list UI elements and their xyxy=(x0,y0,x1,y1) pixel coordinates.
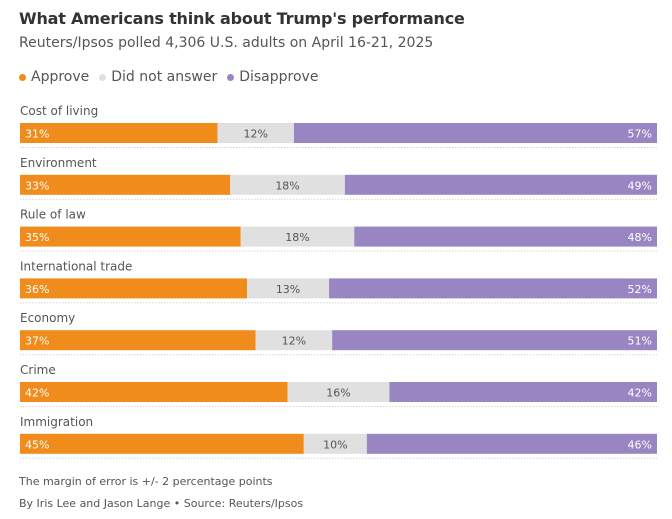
legend-label-did-not-answer: Did not answer xyxy=(111,69,218,85)
legend-dot-disapprove xyxy=(227,73,235,81)
data-label-disapprove-crime: 42% xyxy=(628,387,652,400)
bar-segment-approve-economy xyxy=(20,330,256,351)
legend-dot-approve xyxy=(19,73,26,81)
legend-item-did-not-answer: Did not answer xyxy=(99,69,217,85)
data-label-disapprove-environment: 49% xyxy=(628,179,652,192)
data-label-did-not-answer-environment: 18% xyxy=(275,179,299,192)
bar-segment-disapprove-economy xyxy=(332,330,657,351)
bar-segment-approve-crime xyxy=(20,382,288,402)
bar-segment-disapprove-cost-of-living xyxy=(293,123,657,143)
bar-segment-approve-rule-of-law xyxy=(20,226,241,247)
bar-segment-approve-immigration xyxy=(20,433,304,454)
credit-line: By Iris Lee and Jason Lange • Source: Re… xyxy=(19,497,304,510)
bar-segment-approve-cost-of-living xyxy=(20,123,218,143)
bar-segment-did-not-answer-cost-of-living xyxy=(217,123,294,143)
legend-label-approve: Approve xyxy=(31,69,90,85)
data-label-approve-crime: 42% xyxy=(25,387,49,400)
data-label-disapprove-rule-of-law: 48% xyxy=(628,231,652,244)
data-label-approve-international-trade: 36% xyxy=(25,283,49,296)
legend-item-disapprove: Disapprove xyxy=(227,69,318,85)
category-label-immigration: Immigration xyxy=(20,415,93,429)
legend-label-disapprove: Disapprove xyxy=(239,69,319,85)
bar-segment-disapprove-immigration xyxy=(366,433,657,454)
category-label-international-trade: International trade xyxy=(20,259,132,273)
legend: Approve Did not answer Disapprove xyxy=(19,69,328,85)
data-label-did-not-answer-crime: 16% xyxy=(326,387,350,400)
data-label-did-not-answer-cost-of-living: 12% xyxy=(243,128,267,141)
data-label-approve-immigration: 45% xyxy=(25,438,49,451)
data-label-did-not-answer-economy: 12% xyxy=(282,335,306,348)
data-label-disapprove-immigration: 46% xyxy=(628,438,652,451)
bar-segment-disapprove-international-trade xyxy=(329,278,657,299)
chart-title: What Americans think about Trump's perfo… xyxy=(19,9,465,28)
data-label-approve-rule-of-law: 35% xyxy=(25,231,49,244)
category-label-rule-of-law: Rule of law xyxy=(20,208,86,222)
bar-segment-approve-environment xyxy=(20,174,231,195)
data-label-approve-environment: 33% xyxy=(25,179,49,192)
bar-segment-approve-international-trade xyxy=(20,278,248,299)
data-label-disapprove-economy: 51% xyxy=(628,335,652,348)
bar-segment-did-not-answer-crime xyxy=(287,382,390,402)
bar-segment-did-not-answer-economy xyxy=(255,330,333,351)
margin-of-error-note: The margin of error is +/- 2 percentage … xyxy=(19,475,273,488)
chart-subtitle: Reuters/Ipsos polled 4,306 U.S. adults o… xyxy=(19,35,434,51)
bar-segment-disapprove-crime xyxy=(389,382,657,402)
bar-segment-did-not-answer-environment xyxy=(230,174,345,195)
category-label-cost-of-living: Cost of living xyxy=(20,104,98,118)
data-label-approve-cost-of-living: 31% xyxy=(25,128,49,141)
legend-item-approve: Approve xyxy=(19,69,89,85)
bar-segment-did-not-answer-immigration xyxy=(303,433,367,454)
bar-segment-disapprove-rule-of-law xyxy=(354,226,657,247)
data-label-did-not-answer-rule-of-law: 18% xyxy=(285,231,309,244)
data-label-did-not-answer-international-trade: 13% xyxy=(276,283,300,296)
category-label-crime: Crime xyxy=(20,363,56,377)
data-label-disapprove-international-trade: 52% xyxy=(628,283,652,296)
data-label-disapprove-cost-of-living: 57% xyxy=(628,128,652,141)
bar-segment-disapprove-environment xyxy=(344,174,657,195)
bar-segment-did-not-answer-international-trade xyxy=(247,278,330,299)
data-label-approve-economy: 37% xyxy=(25,335,49,348)
category-label-economy: Economy xyxy=(20,311,75,325)
data-label-did-not-answer-immigration: 10% xyxy=(323,438,347,451)
bar-segment-did-not-answer-rule-of-law xyxy=(240,226,355,247)
legend-dot-did-not-answer xyxy=(99,73,107,81)
category-label-environment: Environment xyxy=(20,156,97,170)
